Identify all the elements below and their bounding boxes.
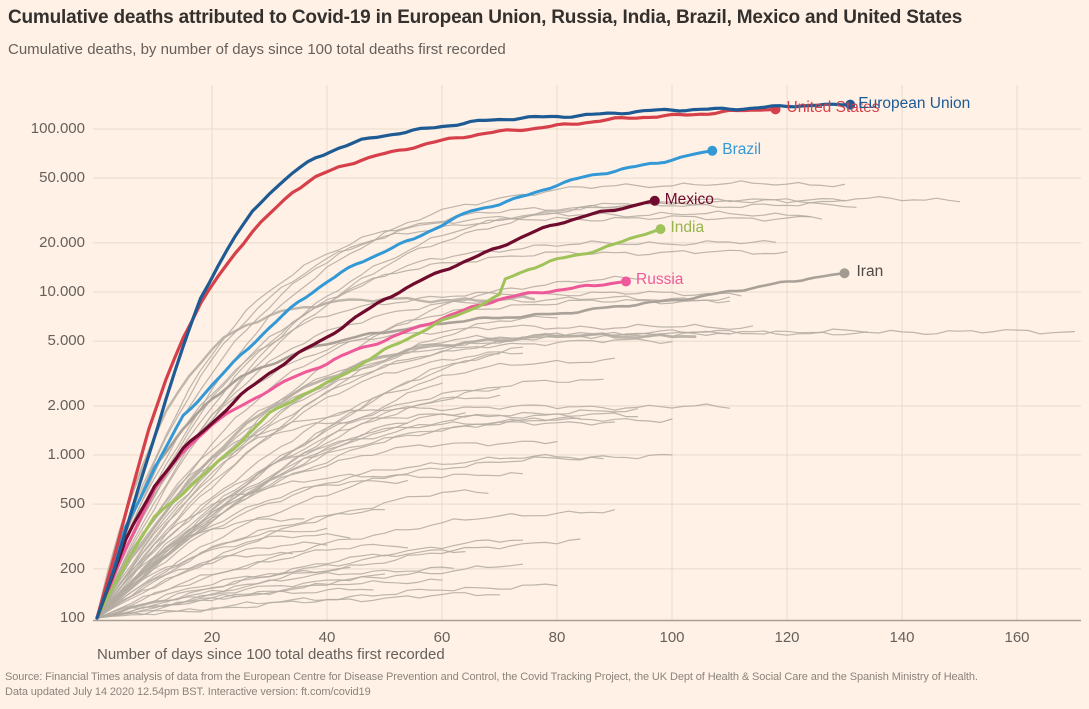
- background-country-line: [96, 592, 501, 619]
- y-tick-label: 20.000: [39, 233, 85, 251]
- source-line: Source: Financial Times analysis of data…: [5, 671, 978, 683]
- series-endpoint-dot-iran: [839, 268, 850, 279]
- x-tick-label: 80: [548, 629, 566, 646]
- x-tick-label: 100: [659, 629, 685, 646]
- background-country-line: [96, 551, 294, 619]
- x-tick-label: 20: [203, 629, 221, 646]
- background-country-line: [96, 202, 857, 619]
- background-country-line: [96, 240, 777, 619]
- background-country-line: [96, 357, 616, 619]
- series-label-united-states: United States: [786, 99, 880, 117]
- y-tick-label: 500: [59, 495, 85, 513]
- series-endpoint-dot-european-union: [845, 99, 856, 110]
- background-country-line: [96, 196, 961, 619]
- series-endpoint-dot-mexico: [649, 195, 660, 206]
- background-country-line: [96, 549, 466, 619]
- background-country-line: [96, 472, 524, 619]
- series-line-brazil: [95, 149, 714, 620]
- background-country-line: [96, 480, 409, 619]
- y-tick-label: 100: [59, 609, 85, 626]
- background-country-line: [96, 533, 351, 619]
- background-country-line: [96, 315, 558, 619]
- series-label-iran: Iran: [856, 263, 884, 281]
- series-line-india: [95, 227, 662, 620]
- x-axis-title: Number of days since 100 total deaths fi…: [97, 646, 445, 663]
- background-country-line: [96, 387, 501, 619]
- background-country-line: [96, 489, 489, 619]
- background-country-line: [96, 275, 639, 619]
- background-country-line: [96, 290, 742, 619]
- y-tick-label: 100.000: [30, 120, 85, 137]
- background-country-line: [96, 563, 524, 619]
- background-country-line: [96, 180, 846, 619]
- y-tick-label: 200: [59, 559, 85, 577]
- background-country-line: [96, 331, 731, 619]
- background-country-line: [95, 332, 697, 620]
- background-country-line: [96, 215, 823, 619]
- background-country-line: [96, 509, 616, 619]
- series-line-russia: [95, 280, 628, 620]
- background-country-line: [96, 453, 673, 619]
- background-country-line: [96, 403, 731, 619]
- series-label-russia: Russia: [636, 271, 684, 289]
- background-country-line: [96, 210, 811, 619]
- y-tick-label: 5.000: [47, 332, 85, 350]
- series-label-mexico: Mexico: [664, 190, 714, 208]
- series-line-european-union: [95, 102, 852, 620]
- background-country-line: [96, 587, 374, 619]
- x-tick-label: 60: [433, 629, 451, 646]
- background-country-line: [96, 456, 604, 619]
- background-country-line: [96, 351, 524, 619]
- series-endpoint-dot-india: [655, 224, 666, 235]
- series-label-india: India: [670, 219, 705, 237]
- series-line-mexico: [95, 199, 657, 620]
- y-tick-label: 10.000: [39, 283, 85, 300]
- series-label-brazil: Brazil: [722, 140, 762, 158]
- series-label-european-union: European Union: [858, 94, 971, 112]
- background-country-line: [96, 295, 731, 619]
- background-country-line: [96, 527, 328, 619]
- background-country-line: [96, 249, 788, 619]
- background-country-line: [96, 323, 754, 619]
- y-tick-label: 2.000: [47, 396, 85, 414]
- chart-subtitle: Cumulative deaths, by number of days sin…: [8, 41, 506, 58]
- background-country-line: [96, 408, 639, 619]
- series-line-united-states: [95, 107, 778, 620]
- background-country-line: [96, 538, 581, 619]
- background-country-line: [96, 518, 305, 619]
- x-tick-label: 160: [1004, 629, 1030, 646]
- background-country-line: [96, 566, 351, 619]
- y-tick-label: 50.000: [39, 169, 85, 187]
- background-country-line: [96, 578, 443, 619]
- x-tick-label: 40: [318, 629, 336, 646]
- background-country-line: [96, 198, 846, 619]
- background-country-line: [96, 330, 869, 619]
- series-line-iran: [95, 272, 846, 620]
- background-country-line: [96, 440, 558, 619]
- background-country-line: [96, 539, 524, 619]
- series-endpoint-dot-brazil: [707, 145, 718, 156]
- x-tick-label: 120: [774, 629, 800, 646]
- background-country-line: [96, 338, 673, 619]
- chart-title: Cumulative deaths attributed to Covid-19…: [8, 7, 963, 28]
- series-endpoint-dot-russia: [621, 276, 631, 287]
- background-country-line: [96, 394, 501, 619]
- data-updated-line: Data updated July 14 2020 12.54pm BST. I…: [5, 686, 371, 698]
- background-country-line: [96, 417, 581, 619]
- background-country-line: [96, 422, 409, 619]
- y-tick-label: 1.000: [47, 446, 85, 463]
- background-country-line: [96, 566, 455, 619]
- x-tick-label: 140: [889, 629, 915, 646]
- background-country-line: [96, 382, 443, 619]
- background-country-line: [96, 543, 409, 619]
